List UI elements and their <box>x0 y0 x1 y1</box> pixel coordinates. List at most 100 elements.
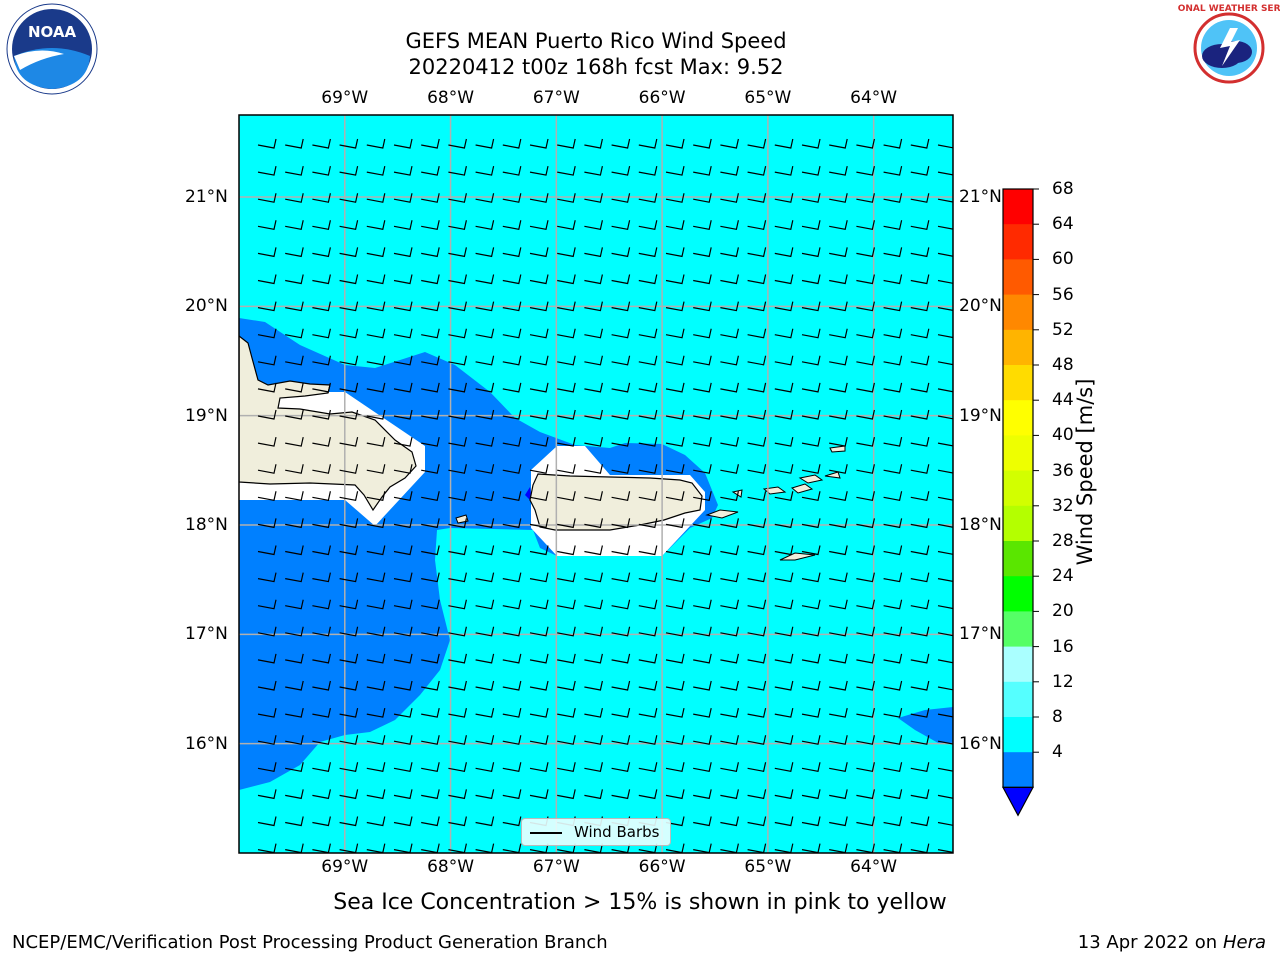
wind-barb <box>856 626 875 637</box>
wind-barbs-legend: Wind Barbs <box>521 818 671 846</box>
wind-barb <box>557 464 576 474</box>
wind-barb <box>475 572 495 583</box>
wind-barb <box>421 409 440 420</box>
wind-barb <box>366 735 386 745</box>
wind-barb <box>747 626 767 637</box>
wind-barb <box>910 436 930 447</box>
wind-barb <box>693 328 712 339</box>
wind-barb <box>257 816 277 827</box>
wind-barb <box>366 382 386 393</box>
wind-barb <box>529 762 549 772</box>
wind-barb <box>529 355 549 366</box>
wind-barb <box>285 274 304 285</box>
wind-barb <box>448 382 467 393</box>
colorbar-tick-label: 4 <box>1052 742 1063 763</box>
wind-barb <box>801 789 821 800</box>
wind-barb <box>285 409 304 420</box>
wind-barb <box>557 247 576 258</box>
wind-barb <box>557 328 576 339</box>
wind-barb <box>285 491 304 501</box>
colorbar-extend-arrow <box>1001 786 1035 817</box>
wind-barb <box>312 816 331 827</box>
wind-barb <box>448 816 467 827</box>
wind-barb <box>638 165 658 176</box>
wind-barb <box>312 626 331 637</box>
lat-label-right: 18°N <box>959 515 1002 535</box>
wind-barb <box>421 464 440 474</box>
wind-barb <box>584 165 603 176</box>
wind-barb <box>584 518 603 529</box>
wind-barb <box>747 355 767 366</box>
wind-barb <box>312 301 331 312</box>
wind-barb <box>856 355 875 366</box>
wind-barb <box>937 171 953 176</box>
wind-barb <box>421 762 440 772</box>
wind-barb <box>312 409 331 420</box>
wind-barb <box>747 274 767 285</box>
wind-barb <box>366 707 386 718</box>
wind-barb <box>475 328 495 339</box>
wind-barb <box>720 518 739 529</box>
wind-barb <box>475 653 495 664</box>
wind-barb <box>366 328 386 339</box>
wind-barb <box>829 436 848 447</box>
colorbar-tick-label: 44 <box>1052 390 1074 411</box>
colorbar-tick-label: 28 <box>1052 531 1074 551</box>
wind-barb <box>937 144 953 149</box>
wind-barb <box>856 409 875 420</box>
footer-date-text: 13 Apr 2022 on <box>1077 932 1223 953</box>
wind-barb <box>285 193 304 203</box>
wind-barb <box>448 274 467 285</box>
wind-barb <box>720 328 739 339</box>
wind-barb <box>557 409 576 420</box>
wind-barb <box>285 707 304 718</box>
wind-barb <box>937 740 953 745</box>
wind-barb <box>448 789 467 800</box>
wind-barb <box>829 707 848 718</box>
wind-barb <box>611 193 631 203</box>
wind-barb <box>285 735 304 745</box>
wind-barb <box>910 653 930 664</box>
nws-logo-text: NATIONAL WEATHER SERVICE <box>1178 4 1280 14</box>
wind-barb <box>856 382 875 393</box>
wind-barb <box>611 626 631 637</box>
wind-barb <box>910 328 930 339</box>
island-st-croix <box>779 552 816 561</box>
wind-barb <box>883 816 903 827</box>
wind-barb <box>529 680 549 691</box>
wind-barb <box>910 735 930 745</box>
wind-barb <box>665 599 685 610</box>
wind-barb <box>529 545 549 556</box>
wind-barb <box>801 707 821 718</box>
wind-barb <box>312 193 331 203</box>
colorbar-tick-label: 8 <box>1052 707 1063 727</box>
wind-barb <box>638 735 658 745</box>
wind-barb <box>502 680 522 691</box>
wind-barb <box>883 436 903 447</box>
wind-barb <box>665 545 685 556</box>
wind-barb <box>937 334 953 339</box>
wind-barb <box>584 464 603 474</box>
wind-barb <box>529 626 549 637</box>
wind-barb <box>257 382 277 393</box>
wind-barb <box>774 355 794 366</box>
wind-barb <box>774 138 794 149</box>
wind-barb <box>557 653 576 664</box>
wind-barb <box>366 165 386 176</box>
wind-barb <box>421 436 440 447</box>
wind-barb <box>829 165 848 176</box>
wind-barb <box>720 220 739 230</box>
wind-barb <box>584 355 603 366</box>
wind-barb <box>557 680 576 691</box>
wind-barb <box>339 762 359 772</box>
wind-barb <box>665 247 685 258</box>
colorbar-tick-label: 16 <box>1052 636 1074 657</box>
wind-barb <box>366 301 386 312</box>
wind-barb <box>801 545 821 556</box>
wind-barb <box>856 789 875 800</box>
wind-barb <box>502 572 522 583</box>
wind-barb <box>638 599 658 610</box>
wind-barb <box>829 409 848 420</box>
lat-label-right: 19°N <box>959 405 1002 426</box>
wind-barb <box>910 599 930 610</box>
